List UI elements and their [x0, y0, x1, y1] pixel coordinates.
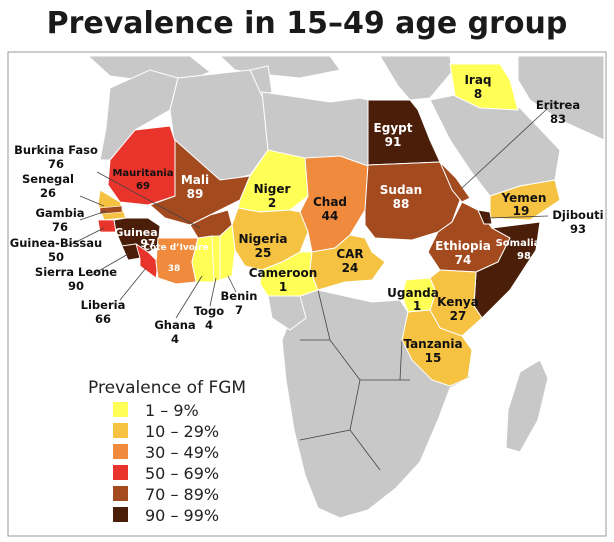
label-somalia-name: Somalia	[496, 238, 541, 249]
country-labels: Iraq 8 Egypt 91 Mali 89 Mauritania 69 Ni…	[112, 73, 546, 365]
callout-ghana-name: Ghana	[154, 318, 195, 332]
legend-title: Prevalence of FGM	[88, 378, 246, 398]
callout-benin-name: Benin	[221, 289, 258, 303]
callout-guinea-bissau-name: Guinea-Bissau	[10, 236, 102, 250]
callout-djibouti-name: Djibouti	[552, 208, 603, 222]
callout-djibouti-value: 93	[570, 222, 586, 236]
label-ethiopia-value: 74	[455, 253, 472, 267]
callout-burkina-faso-name: Burkina Faso	[14, 143, 98, 157]
legend-label: 10 – 29%	[145, 422, 219, 441]
label-mauritania-name: Mauritania	[112, 168, 173, 179]
legend-label: 30 – 49%	[145, 443, 219, 462]
label-uganda-name: Uganda	[387, 286, 439, 300]
label-cameroon-name: Cameroon	[249, 266, 318, 280]
label-chad-value: 44	[322, 209, 339, 223]
callout-sierra-leone-name: Sierra Leone	[35, 265, 117, 279]
legend-swatch	[113, 444, 128, 459]
callout-gambia-value: 76	[52, 220, 68, 234]
label-nigeria-name: Nigeria	[238, 232, 287, 246]
label-cote-divoire-value: 38	[168, 264, 181, 274]
callout-senegal-value: 26	[40, 186, 56, 200]
legend: Prevalence of FGM 1 – 9% 10 – 29% 30 – 49%…	[88, 378, 246, 525]
legend-label: 50 – 69%	[145, 464, 219, 483]
ghana-shape	[191, 235, 215, 283]
callout-sierra-leone-value: 90	[68, 279, 84, 293]
label-yemen-value: 19	[513, 204, 530, 218]
label-yemen-name: Yemen	[501, 191, 547, 205]
kenya-shape	[429, 269, 483, 337]
label-somalia-value: 98	[517, 251, 531, 262]
callout-eritrea-name: Eritrea	[536, 98, 580, 112]
label-egypt-name: Egypt	[374, 121, 413, 135]
label-guinea-value: 97	[140, 237, 155, 250]
leader-lines	[67, 107, 549, 319]
liberia-shape	[135, 243, 159, 279]
legend-swatch	[113, 423, 128, 438]
legend-items: 1 – 9% 10 – 29% 30 – 49% 50 – 69% 70 – 89% 90…	[113, 401, 219, 525]
guinea-bissau-shape	[97, 219, 117, 233]
callout-eritrea-value: 83	[550, 112, 566, 126]
callout-liberia-value: 66	[95, 312, 111, 326]
legend-swatch	[113, 402, 128, 417]
callout-gambia-name: Gambia	[35, 206, 84, 220]
label-cote-divoire-name: Côte d’Ivoire	[143, 242, 208, 253]
callout-togo-value: 4	[205, 318, 213, 332]
map-title: Prevalence in 15–49 age group	[46, 6, 568, 41]
label-nigeria-value: 25	[255, 246, 272, 260]
callout-burkina-faso-value: 76	[48, 157, 64, 171]
label-sudan-name: Sudan	[380, 183, 422, 197]
callout-ghana-value: 4	[171, 332, 179, 346]
car-shape	[309, 234, 386, 291]
label-mauritania-value: 69	[136, 181, 150, 192]
tanzania-shape	[401, 309, 473, 387]
label-sudan-value: 88	[393, 197, 410, 211]
label-guinea-name: Guinea	[114, 226, 157, 239]
callout-togo-name: Togo	[194, 304, 224, 318]
legend-label: 70 – 89%	[145, 485, 219, 504]
callout-senegal-name: Senegal	[22, 172, 74, 186]
label-uganda-value: 1	[413, 299, 421, 313]
label-chad-name: Chad	[313, 195, 347, 209]
label-cameroon-value: 1	[279, 280, 287, 294]
callout-benin-value: 7	[235, 303, 243, 317]
legend-swatch	[113, 486, 128, 501]
label-iraq-value: 8	[474, 87, 482, 101]
label-iraq-name: Iraq	[464, 73, 491, 87]
country-shapes	[97, 63, 561, 387]
callout-labels: Burkina Faso 76 Senegal 26 Gambia 76 Gui…	[10, 98, 604, 346]
label-mali-value: 89	[187, 187, 204, 201]
label-kenya-value: 27	[450, 309, 467, 323]
gambia-shape	[99, 205, 123, 215]
label-car-value: 24	[342, 261, 359, 275]
label-egypt-value: 91	[385, 135, 402, 149]
iraq-shape	[449, 63, 519, 111]
legend-label: 1 – 9%	[145, 401, 199, 420]
eritrea-shape	[439, 161, 471, 203]
label-car-name: CAR	[336, 247, 363, 261]
label-niger-value: 2	[268, 196, 276, 210]
label-ethiopia-name: Ethiopia	[435, 239, 491, 253]
benin-shape	[219, 223, 236, 281]
legend-swatch	[113, 465, 128, 480]
callout-guinea-bissau-value: 50	[48, 250, 64, 264]
label-niger-name: Niger	[254, 182, 291, 196]
djibouti-shape	[477, 209, 493, 225]
label-tanzania-name: Tanzania	[403, 337, 462, 351]
guinea-shape	[113, 217, 161, 253]
legend-label: 90 – 99%	[145, 506, 219, 525]
callout-liberia-name: Liberia	[81, 298, 126, 312]
legend-swatch	[113, 507, 128, 522]
label-tanzania-value: 15	[425, 351, 442, 365]
label-kenya-name: Kenya	[437, 295, 479, 309]
label-mali-name: Mali	[181, 173, 209, 187]
